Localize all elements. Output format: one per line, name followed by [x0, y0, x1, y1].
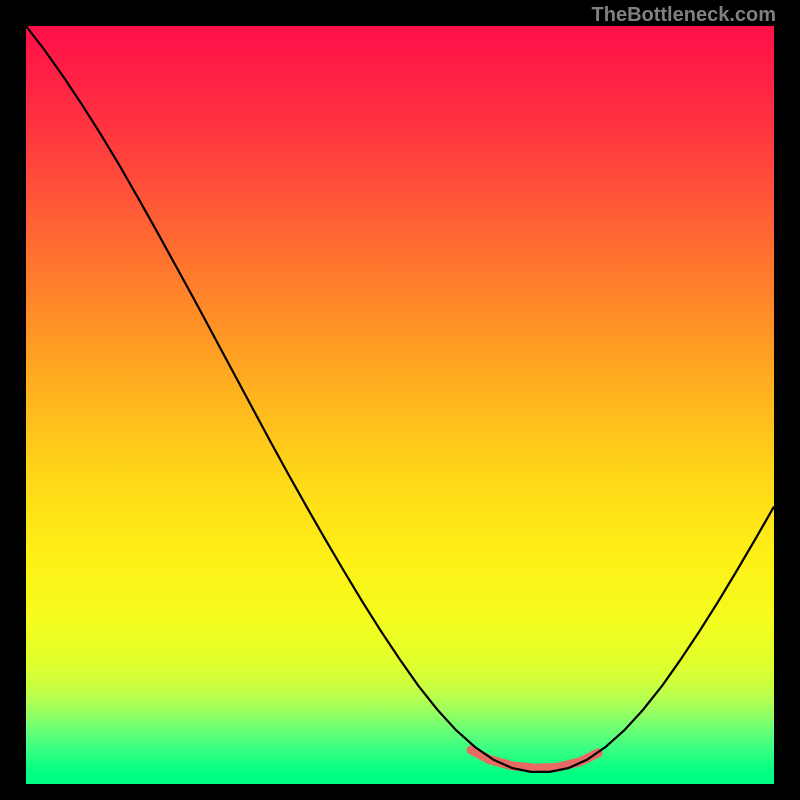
chart-container: TheBottleneck.com	[0, 0, 800, 800]
watermark-text: TheBottleneck.com	[592, 4, 776, 27]
gradient-background	[26, 26, 774, 784]
plot-area	[26, 26, 774, 784]
